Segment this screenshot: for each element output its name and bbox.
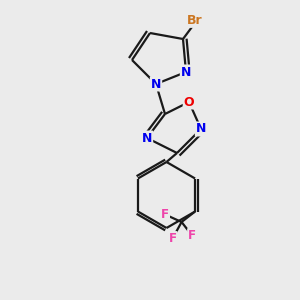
Text: F: F xyxy=(169,232,177,245)
Text: F: F xyxy=(161,208,169,221)
Text: O: O xyxy=(184,95,194,109)
Text: N: N xyxy=(196,122,206,136)
Text: F: F xyxy=(188,229,196,242)
Text: N: N xyxy=(181,65,191,79)
Text: N: N xyxy=(151,77,161,91)
Text: Br: Br xyxy=(187,14,203,27)
Text: N: N xyxy=(142,131,152,145)
